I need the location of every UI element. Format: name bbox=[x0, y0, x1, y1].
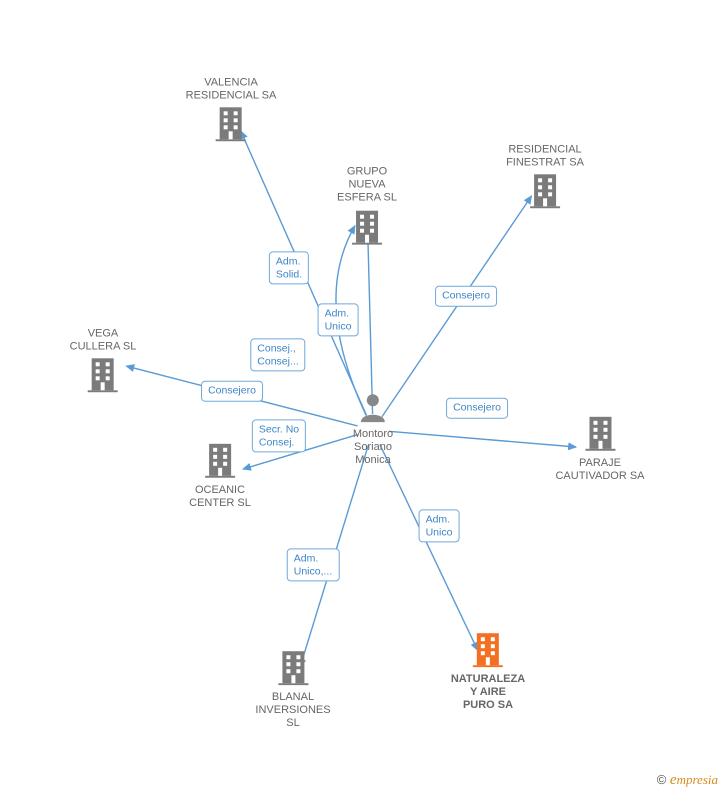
copyright-symbol: © bbox=[657, 772, 667, 787]
company-node-vega[interactable]: VEGA CULLERA SL bbox=[70, 324, 137, 395]
edge-line bbox=[382, 196, 532, 417]
building-icon bbox=[186, 106, 277, 145]
building-icon bbox=[70, 357, 137, 396]
building-icon bbox=[255, 649, 330, 688]
brand-name: empresia bbox=[670, 772, 718, 787]
node-label: OCEANIC CENTER SL bbox=[189, 484, 251, 510]
company-node-valencia[interactable]: VALENCIA RESIDENCIAL SA bbox=[186, 73, 277, 144]
company-node-blanal[interactable]: BLANAL INVERSIONES SL bbox=[255, 649, 330, 731]
company-node-naturaleza[interactable]: NATURALEZA Y AIRE PURO SA bbox=[451, 631, 525, 713]
node-label: GRUPO NUEVA ESFERA SL bbox=[337, 166, 397, 206]
company-node-residencial_f[interactable]: RESIDENCIAL FINESTRAT SA bbox=[506, 140, 584, 211]
building-icon bbox=[337, 208, 397, 247]
building-icon bbox=[506, 173, 584, 212]
edge-label[interactable]: Consejero bbox=[435, 286, 497, 307]
building-icon bbox=[555, 415, 644, 454]
edge-label[interactable]: Adm. Unico,... bbox=[287, 548, 340, 581]
company-node-paraje[interactable]: PARAJE CAUTIVADOR SA bbox=[555, 415, 644, 483]
company-node-grupo[interactable]: GRUPO NUEVA ESFERA SL bbox=[337, 163, 397, 248]
edge-label[interactable]: Adm. Unico bbox=[318, 303, 359, 336]
edge-label[interactable]: Consejero bbox=[446, 398, 508, 419]
building-icon bbox=[189, 442, 251, 481]
building-icon bbox=[451, 631, 525, 670]
edge-label[interactable]: Adm. Solid. bbox=[269, 251, 309, 284]
node-label: BLANAL INVERSIONES SL bbox=[255, 691, 330, 731]
person-icon bbox=[353, 392, 393, 425]
node-label: NATURALEZA Y AIRE PURO SA bbox=[451, 673, 525, 713]
node-label: PARAJE CAUTIVADOR SA bbox=[555, 457, 644, 483]
edge-line bbox=[389, 431, 576, 447]
node-label: RESIDENCIAL FINESTRAT SA bbox=[506, 143, 584, 169]
edge-line bbox=[368, 229, 373, 414]
company-node-oceanic[interactable]: OCEANIC CENTER SL bbox=[189, 442, 251, 510]
node-label: VEGA CULLERA SL bbox=[70, 327, 137, 353]
edge-label[interactable]: Consej., Consej... bbox=[250, 338, 305, 371]
edge-label[interactable]: Consejero bbox=[201, 381, 263, 402]
node-label: VALENCIA RESIDENCIAL SA bbox=[186, 76, 277, 102]
node-label: Montoro Soriano Monica bbox=[353, 428, 393, 468]
network-canvas: Montoro Soriano Monica VALENCIA RESIDENCI… bbox=[0, 0, 728, 795]
edge-label[interactable]: Adm. Unico bbox=[419, 509, 460, 542]
footer-credit: © empresia bbox=[657, 772, 718, 789]
edge-line bbox=[380, 444, 478, 650]
center-person-node[interactable]: Montoro Soriano Monica bbox=[353, 392, 393, 468]
edge-label[interactable]: Secr. No Consej. bbox=[252, 419, 306, 452]
